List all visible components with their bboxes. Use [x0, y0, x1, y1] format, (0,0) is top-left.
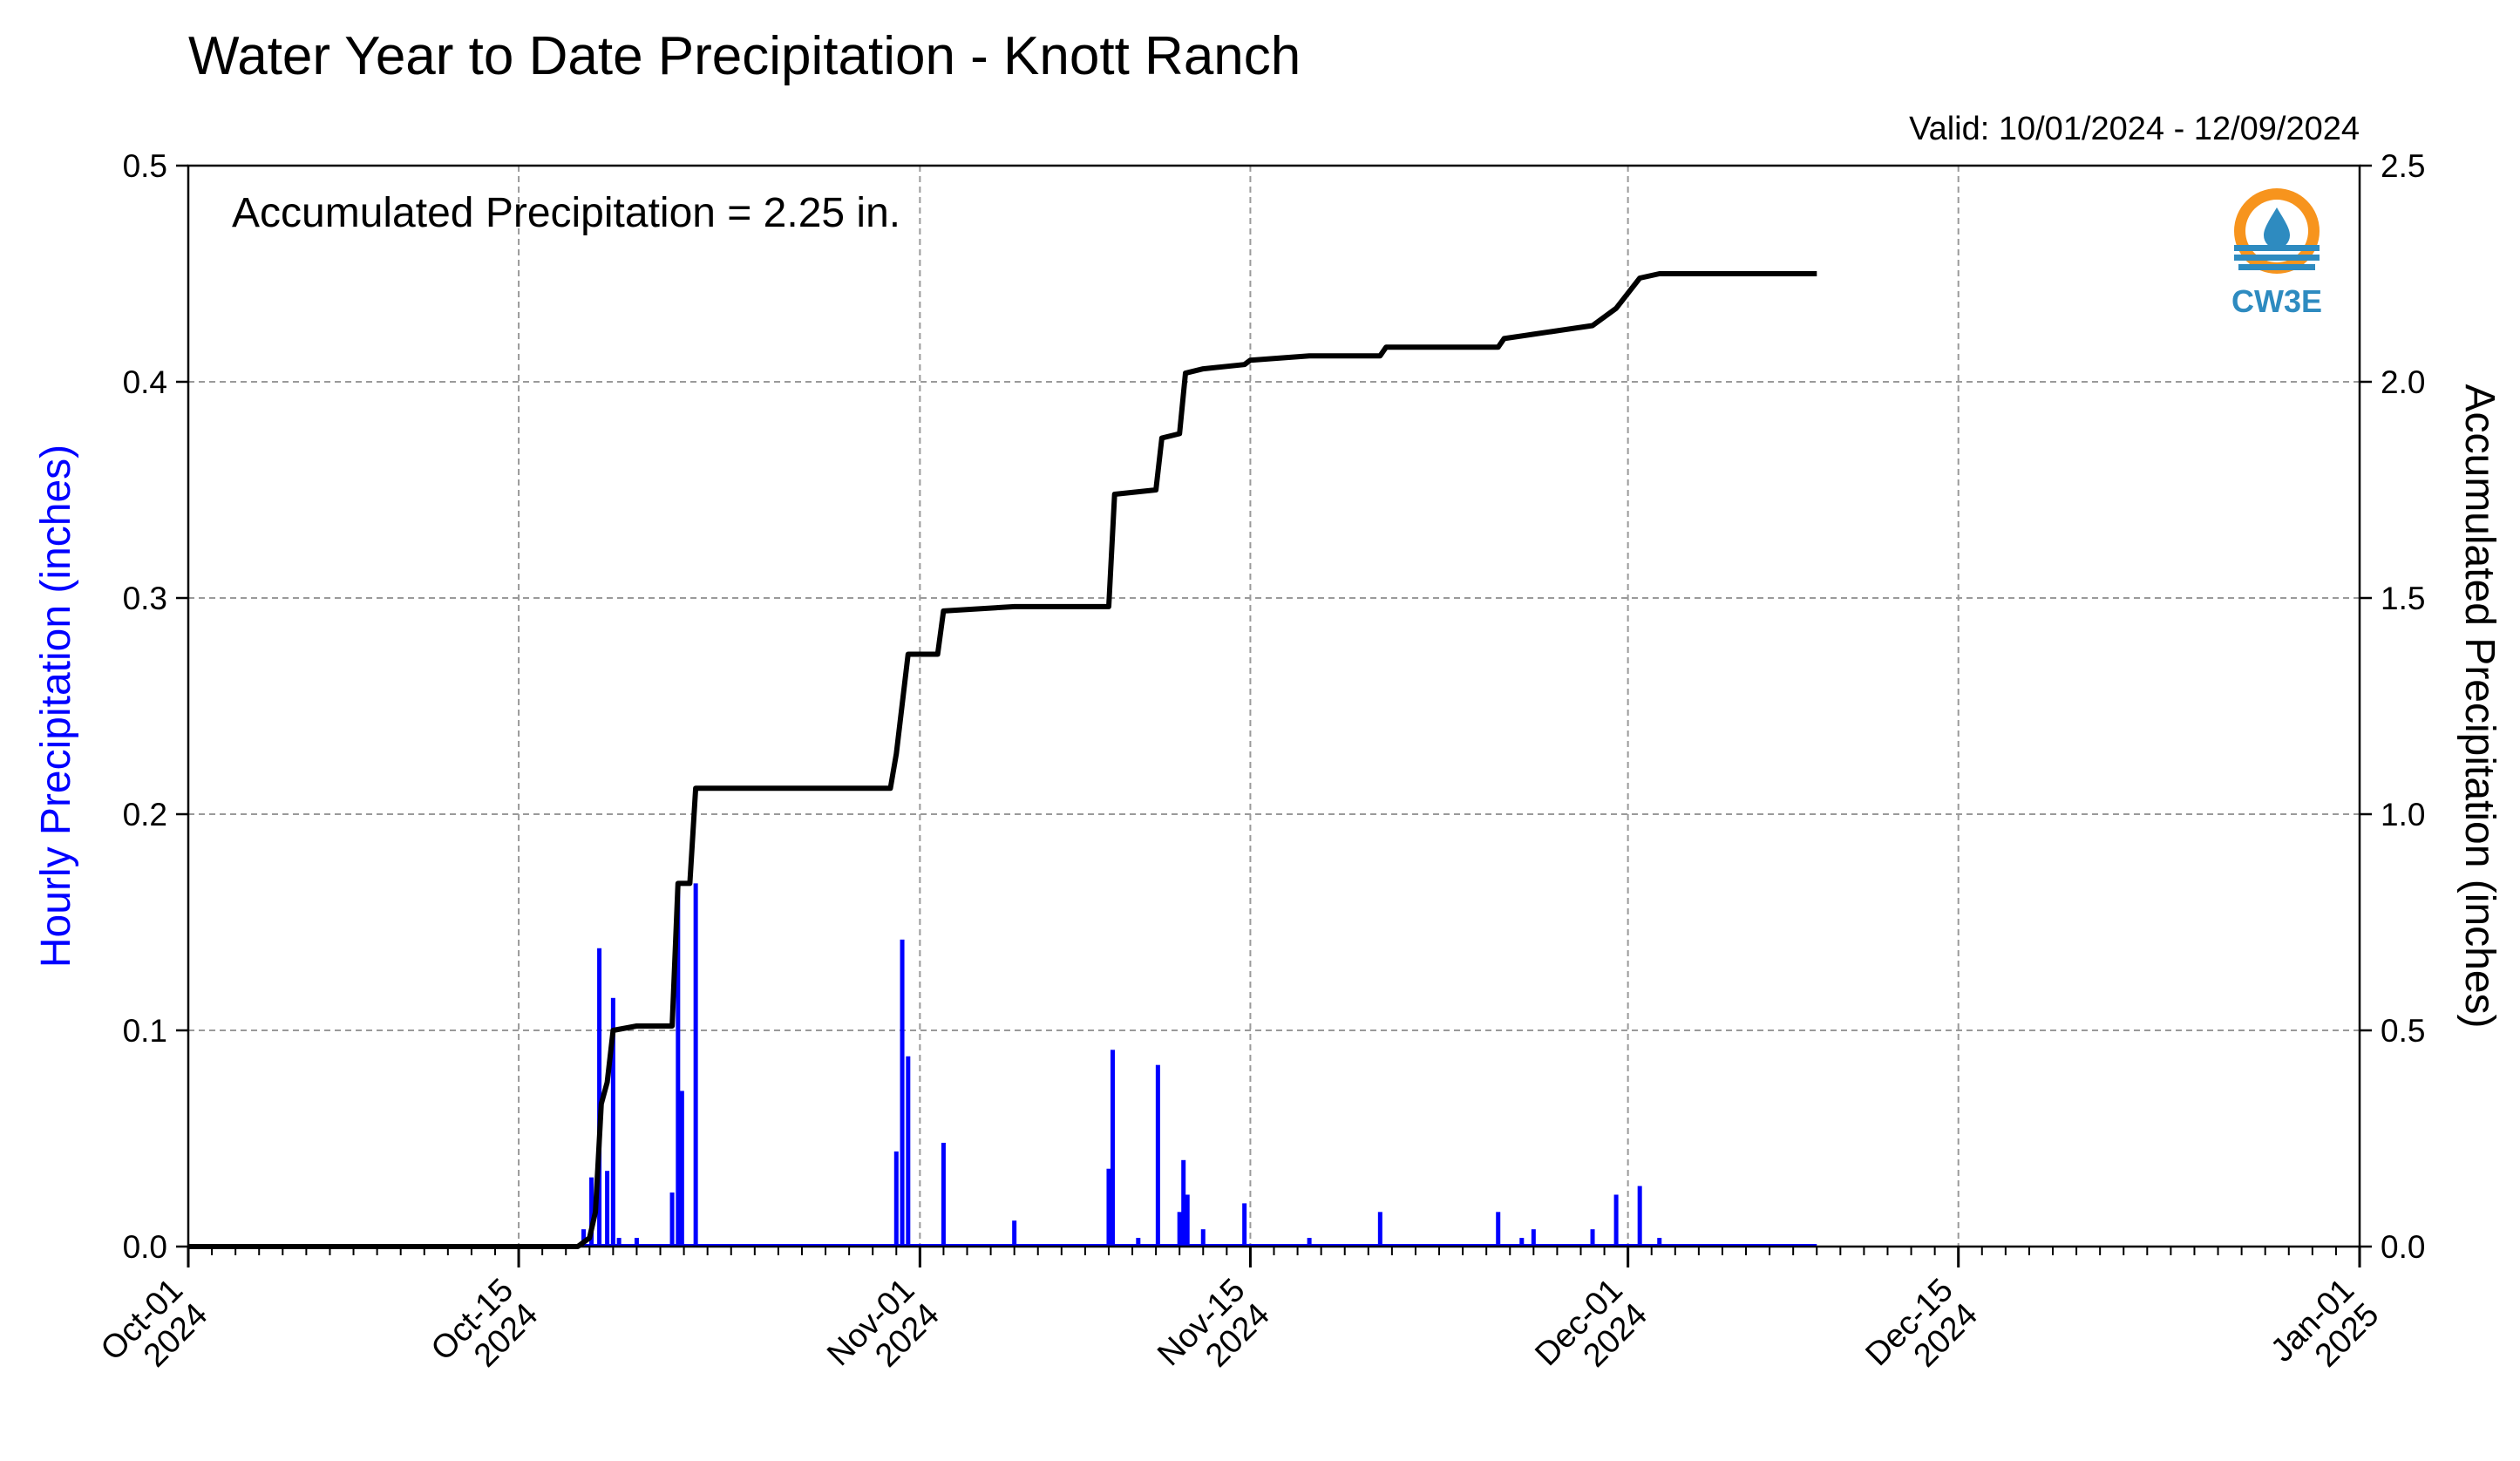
hourly-bar [597, 948, 602, 1247]
cw3e-logo: CW3E [2231, 188, 2322, 319]
hourly-bar [1307, 1238, 1312, 1247]
hourly-bar [1012, 1220, 1017, 1247]
y-tick-label-right: 0.5 [2381, 1013, 2425, 1049]
left-axis-title: Hourly Precipitation (inches) [33, 445, 79, 968]
y-tick-label-right: 0.0 [2381, 1229, 2425, 1265]
hourly-bar [941, 1142, 946, 1247]
hourly-bar [581, 1229, 587, 1247]
y-tick-label-right: 1.0 [2381, 797, 2425, 832]
y-tick-label-right: 1.5 [2381, 581, 2425, 616]
hourly-bar [1590, 1229, 1595, 1247]
grid-layer [188, 166, 2360, 1247]
hourly-bar [1613, 1194, 1619, 1247]
y-tick-label-left: 0.3 [123, 581, 167, 616]
hourly-bar [906, 1056, 911, 1247]
hourly-bar [1531, 1229, 1536, 1247]
y-tick-label-left: 0.5 [123, 148, 167, 184]
hourly-bar [1377, 1212, 1382, 1247]
logo-wave-band-3 [2238, 264, 2315, 270]
chart-title: Water Year to Date Precipitation - Knott… [188, 26, 1301, 86]
hourly-bar [1185, 1194, 1190, 1247]
hourly-bar [893, 1151, 899, 1247]
hourly-bar [610, 997, 615, 1247]
hourly-bar [1181, 1159, 1186, 1247]
hourly-bars-layer [188, 883, 1817, 1247]
hourly-bar [605, 1171, 610, 1247]
hourly-bar [1657, 1238, 1662, 1247]
valid-range-text: Valid: 10/01/2024 - 12/09/2024 [1909, 111, 2360, 147]
hourly-bar [693, 883, 698, 1247]
accumulated-annotation: Accumulated Precipitation = 2.25 in. [232, 190, 900, 236]
hourly-bar [669, 1193, 675, 1247]
y-tick-label-left: 0.1 [123, 1013, 167, 1049]
hourly-bar [1637, 1186, 1642, 1247]
right-axis-title: Accumulated Precipitation (inches) [2456, 384, 2503, 1028]
logo-water-drop-icon [2264, 207, 2290, 248]
hourly-bar [1155, 1064, 1160, 1247]
hourly-bar [1110, 1050, 1115, 1247]
hourly-bar [589, 1177, 594, 1247]
hourly-bar [1136, 1238, 1141, 1247]
y-tick-label-right: 2.0 [2381, 364, 2425, 400]
hourly-bar [676, 883, 681, 1247]
hourly-bar [1519, 1238, 1525, 1247]
hourly-bar [679, 1091, 684, 1247]
hourly-bar [634, 1238, 639, 1247]
hourly-bar [1200, 1229, 1206, 1247]
logo-wave-band-1 [2234, 245, 2320, 251]
y-tick-label-left: 0.4 [123, 364, 167, 400]
hourly-bar [1242, 1203, 1247, 1247]
accumulated-line-layer [188, 271, 1817, 1249]
y-tick-label-left: 0.2 [123, 797, 167, 832]
hourly-bar [1177, 1212, 1182, 1247]
accumulated-precip-line [188, 271, 1817, 1249]
hourly-bar [900, 939, 905, 1247]
hourly-bar [616, 1238, 622, 1247]
y-tick-label-right: 2.5 [2381, 148, 2425, 184]
y-tick-label-left: 0.0 [123, 1229, 167, 1265]
hourly-bar [1106, 1168, 1111, 1247]
hourly-bar [1496, 1212, 1501, 1247]
logo-text: CW3E [2231, 283, 2322, 319]
logo-wave-band-2 [2234, 255, 2320, 261]
